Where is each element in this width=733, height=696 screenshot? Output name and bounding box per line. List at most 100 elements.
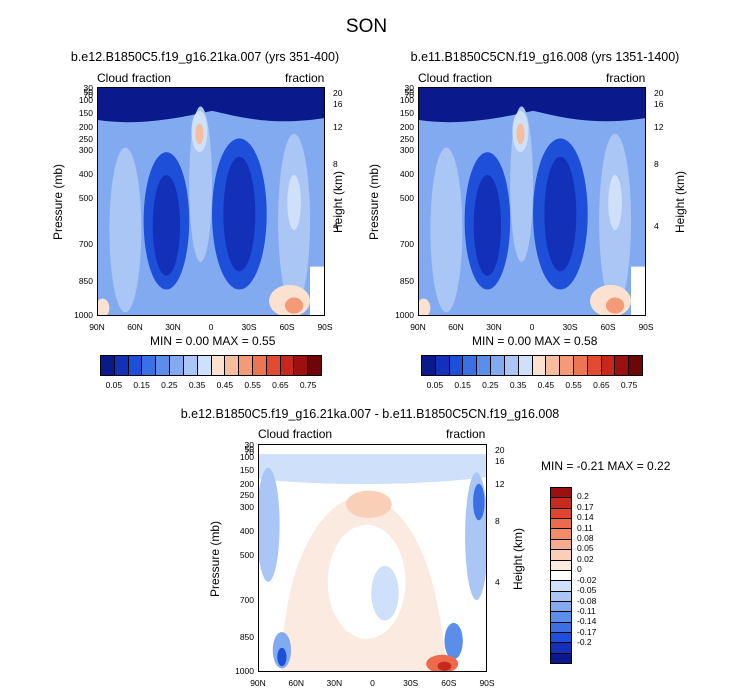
pressure-tick-label: 50 bbox=[244, 443, 254, 454]
nh-subtropic-core bbox=[473, 175, 502, 276]
colorbar-label: 0.35 bbox=[509, 380, 527, 390]
height-tick-label: 12 bbox=[495, 479, 505, 490]
sh-low-positive-core bbox=[437, 661, 452, 671]
pressure-tick-label: 700 bbox=[239, 595, 254, 606]
upper-positive-core bbox=[346, 490, 392, 518]
colorbar-swatch bbox=[463, 356, 478, 375]
colorbar-swatch bbox=[551, 612, 571, 623]
colorbar-swatch bbox=[573, 356, 588, 375]
colorbar-swatch bbox=[156, 356, 171, 375]
pressure-tick-label: 100 bbox=[239, 451, 254, 462]
colorbar-swatch bbox=[183, 356, 198, 375]
terrain-mask bbox=[310, 266, 324, 315]
panel-2-y2label: Height (km) bbox=[673, 171, 687, 234]
colorbar-swatch bbox=[551, 498, 571, 509]
x-tick-label: 60N bbox=[448, 322, 464, 332]
colorbar-swatch bbox=[551, 581, 571, 592]
colorbar-label: 0.45 bbox=[537, 380, 555, 390]
colorbar-swatch bbox=[560, 356, 574, 375]
x-tick-label: 60S bbox=[279, 322, 295, 332]
itcz-anvil-core bbox=[516, 123, 525, 145]
sh-midlat-core bbox=[287, 175, 301, 230]
colorbar-swatch bbox=[551, 622, 571, 634]
colorbar-swatch bbox=[551, 519, 571, 530]
pressure-tick-label: 850 bbox=[399, 275, 414, 286]
height-tick-label: 16 bbox=[333, 99, 343, 110]
height-tick-label: 20 bbox=[495, 444, 505, 455]
colorbar-swatch bbox=[449, 356, 464, 375]
colorbar-swatch bbox=[211, 356, 226, 375]
pressure-tick-label: 100 bbox=[78, 94, 93, 105]
pressure-tick-label: 1000 bbox=[235, 666, 254, 676]
colorbar-swatch bbox=[551, 550, 571, 561]
colorbar-label: 0.08 bbox=[577, 533, 594, 544]
contour-field bbox=[419, 88, 645, 315]
panel-3-plot-area bbox=[258, 444, 487, 672]
height-tick-label: 8 bbox=[654, 158, 659, 169]
colorbar-label: 0.35 bbox=[188, 380, 206, 390]
colorbar-swatch bbox=[518, 356, 533, 375]
colorbar-label: 0.55 bbox=[244, 380, 261, 390]
colorbar-label: 0.25 bbox=[161, 380, 178, 390]
mid-negative-patch bbox=[371, 565, 399, 621]
colorbar-label: 0.65 bbox=[593, 380, 610, 390]
x-tick-label: 60N bbox=[288, 678, 304, 688]
x-tick-label: 90S bbox=[317, 322, 333, 332]
height-tick-label: 4 bbox=[495, 577, 500, 588]
upper-negative-band bbox=[259, 454, 486, 485]
x-tick-label: 90N bbox=[410, 322, 426, 332]
pressure-tick-label: 1000 bbox=[74, 310, 93, 320]
height-tick-label: 12 bbox=[654, 122, 664, 133]
colorbar-swatch bbox=[551, 560, 571, 571]
colorbar-swatch bbox=[551, 653, 571, 664]
colorbar-label: 0.25 bbox=[482, 380, 499, 390]
colorbar-swatch bbox=[422, 356, 436, 375]
colorbar-swatch bbox=[239, 356, 253, 375]
pressure-tick-label: 50 bbox=[83, 86, 93, 97]
pressure-tick-label: 150 bbox=[78, 108, 93, 119]
x-tick-label: 90S bbox=[479, 678, 495, 688]
pressure-tick-label: 200 bbox=[239, 479, 254, 490]
height-tick-label: 16 bbox=[495, 456, 505, 467]
colorbar-swatch bbox=[280, 356, 295, 375]
colorbar-swatch bbox=[504, 356, 519, 375]
colorbar-label: 0.11 bbox=[577, 522, 593, 533]
panel-3-title: b.e12.B1850C5.f19_g16.21ka.007 - b.e11.B… bbox=[180, 407, 560, 421]
colorbar-swatch bbox=[532, 356, 547, 375]
colorbar-label: 0.17 bbox=[577, 501, 594, 512]
sh-low-negative bbox=[444, 622, 463, 660]
pressure-tick-label: 500 bbox=[399, 193, 414, 204]
colorbar-swatch bbox=[551, 633, 571, 644]
contour-field bbox=[259, 445, 486, 671]
colorbar-label: -0.14 bbox=[577, 616, 597, 627]
panel-3-colorbar bbox=[550, 487, 572, 664]
colorbar-swatch bbox=[601, 356, 616, 375]
pressure-tick-label: 70 bbox=[83, 90, 93, 101]
colorbar-label: 0.02 bbox=[577, 553, 594, 564]
x-tick-label: 30S bbox=[241, 322, 257, 332]
colorbar-label: 0.2 bbox=[577, 491, 589, 502]
pressure-tick-label: 500 bbox=[239, 549, 254, 560]
colorbar-swatch bbox=[170, 356, 184, 375]
panel-2-ylabel: Pressure (mb) bbox=[367, 164, 381, 241]
pressure-tick-label: 700 bbox=[399, 239, 414, 249]
colorbar-swatch bbox=[294, 356, 309, 375]
colorbar-label: -0.05 bbox=[577, 585, 597, 596]
colorbar-label: -0.11 bbox=[577, 605, 596, 616]
sh-subtropic-core bbox=[223, 156, 256, 272]
colorbar-swatch bbox=[142, 356, 157, 375]
pressure-tick-label: 250 bbox=[78, 133, 93, 144]
colorbar-label: 0.05 bbox=[105, 380, 123, 390]
nh-low-negative-core bbox=[277, 647, 287, 667]
panel-3-stats: MIN = -0.21 MAX = 0.22 bbox=[541, 459, 671, 473]
colorbar-label: -0.17 bbox=[577, 626, 597, 637]
colorbar-swatch bbox=[435, 356, 450, 375]
pressure-tick-label: 150 bbox=[239, 465, 254, 476]
colorbar-label: 0.05 bbox=[426, 380, 444, 390]
x-tick-label: 30N bbox=[486, 322, 502, 332]
pressure-tick-label: 100 bbox=[399, 94, 414, 105]
colorbar-swatch bbox=[551, 591, 571, 602]
pressure-tick-label: 250 bbox=[399, 133, 414, 144]
height-tick-label: 20 bbox=[333, 87, 343, 98]
panel-2-right-subtitle: fraction bbox=[606, 71, 646, 85]
